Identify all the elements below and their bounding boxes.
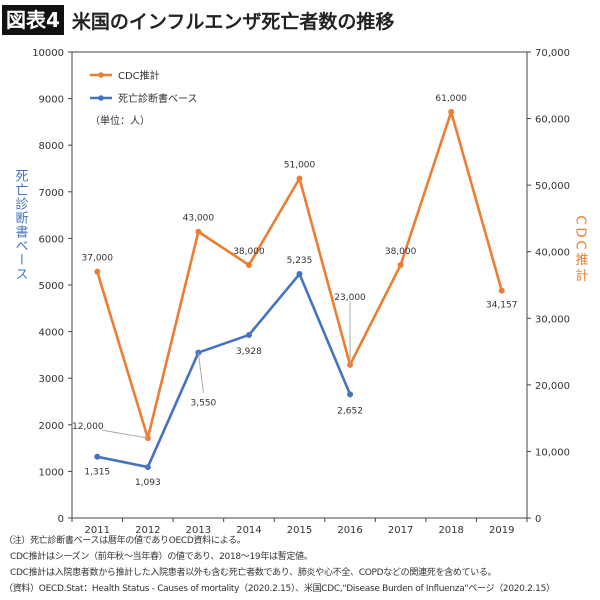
note-1: （注）死亡診断書ベースは暦年の値でありOECD資料による。	[4, 536, 246, 546]
data-label: 37,000	[82, 254, 114, 264]
x-tick-label: 2019	[489, 525, 514, 536]
left-axis-title: 死亡診断書ベース	[13, 169, 29, 281]
x-tick-label: 2015	[287, 525, 312, 536]
left-tick-label: 10000	[32, 48, 64, 59]
chart-title: 図表4 米国のインフルエンザ死亡者数の推移	[2, 4, 394, 36]
data-label: 38,000	[233, 247, 265, 257]
left-tick-label: 4000	[39, 328, 64, 339]
data-point	[245, 331, 252, 338]
x-tick-label: 2017	[388, 525, 413, 536]
data-label: 51,000	[284, 160, 316, 170]
footnotes: （注）死亡診断書ベースは暦年の値でありOECD資料による。 CDC推計はシーズン…	[4, 533, 594, 597]
leader-line	[197, 352, 204, 393]
x-tick-label: 2016	[337, 525, 362, 536]
source-note: （資料）OECD.Stat：Health Status - Causes of …	[4, 584, 555, 594]
data-label: 34,157	[486, 301, 518, 311]
data-point	[498, 287, 505, 294]
data-point	[448, 108, 455, 115]
right-axis-title: CDC推計	[573, 215, 589, 284]
data-label: 1,093	[135, 478, 161, 488]
figure-tag: 図表4	[2, 5, 64, 35]
data-point	[347, 391, 354, 398]
x-tick-label: 2013	[186, 525, 211, 536]
right-tick-label: 60,000	[535, 115, 570, 126]
title-text: 米国のインフルエンザ死亡者数の推移	[71, 10, 395, 33]
data-point	[94, 453, 101, 460]
left-tick-label: 8000	[39, 141, 64, 152]
left-tick-label: 0	[58, 514, 64, 525]
leader-line	[101, 429, 148, 439]
data-point	[397, 262, 404, 269]
legend-marker	[98, 72, 104, 78]
left-tick-label: 5000	[39, 281, 64, 292]
data-point	[195, 228, 202, 235]
x-tick-label: 2012	[135, 525, 160, 536]
data-label: 1,315	[84, 468, 110, 478]
data-point	[94, 268, 101, 275]
x-tick-label: 2014	[236, 525, 261, 536]
data-label: 3,928	[236, 347, 262, 357]
data-point	[245, 262, 252, 269]
left-tick-label: 3000	[39, 374, 64, 385]
data-label: 38,000	[385, 247, 417, 257]
right-tick-label: 20,000	[535, 381, 570, 392]
x-tick-label: 2018	[438, 525, 463, 536]
legend-label: CDC推計	[118, 69, 160, 82]
left-tick-label: 1000	[39, 467, 64, 478]
left-tick-label: 9000	[39, 95, 64, 106]
data-label: 61,000	[435, 94, 467, 104]
right-tick-label: 50,000	[535, 181, 570, 192]
unit-note: （単位：人）	[90, 114, 150, 127]
x-tick-label: 2011	[85, 525, 110, 536]
data-point	[296, 175, 303, 182]
right-tick-label: 10,000	[535, 447, 570, 458]
data-label: 23,000	[334, 293, 366, 303]
data-label: 2,652	[337, 406, 363, 416]
left-tick-label: 6000	[39, 234, 64, 245]
note-3: CDC推計は入院患者数から推計した入院患者以外も含む死亡者数であり、肺炎や心不全…	[10, 568, 497, 578]
data-label: 43,000	[183, 214, 215, 224]
note-2: CDC推計はシーズン（前年秋～当年春）の値であり、2018～19年は暫定値。	[10, 552, 313, 562]
data-label: 5,235	[287, 256, 313, 266]
data-point	[144, 464, 151, 471]
series-line-death-cert	[97, 272, 352, 469]
right-tick-label: 30,000	[535, 314, 570, 325]
data-label: 3,550	[191, 399, 217, 409]
right-tick-label: 0	[535, 514, 541, 525]
left-tick-label: 2000	[39, 421, 64, 432]
legend-marker	[98, 95, 104, 101]
left-tick-label: 7000	[39, 188, 64, 199]
data-point	[296, 271, 303, 278]
right-tick-label: 70,000	[535, 48, 570, 59]
data-label: 12,000	[72, 422, 104, 432]
right-tick-label: 40,000	[535, 248, 570, 259]
legend-label: 死亡診断書ベース	[118, 92, 198, 105]
